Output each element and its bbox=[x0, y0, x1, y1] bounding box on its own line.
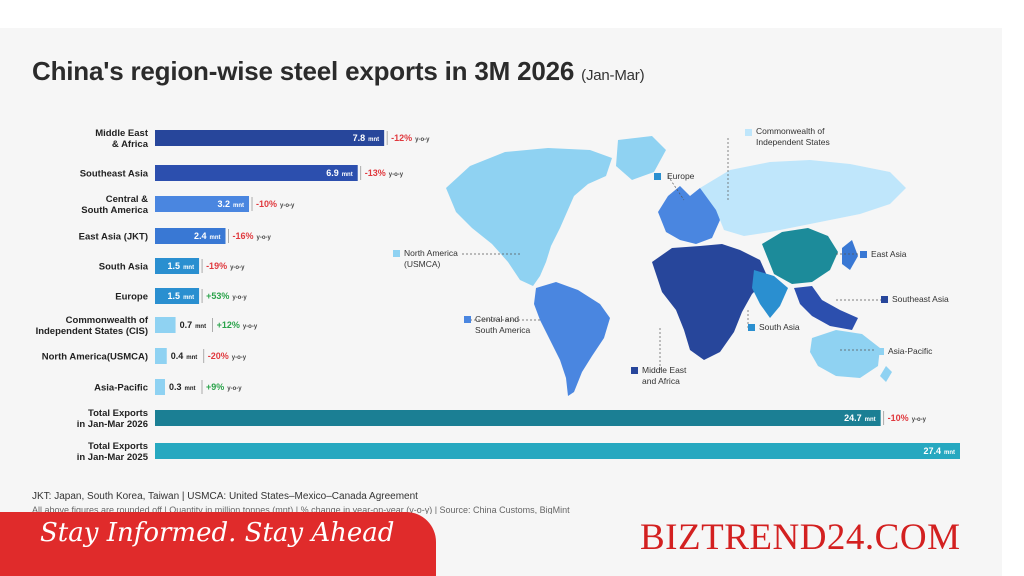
legend-swatch-asia-pacific bbox=[877, 348, 884, 355]
yoy-change: +53% y-o-y bbox=[206, 291, 247, 301]
bar bbox=[155, 443, 960, 459]
bar bbox=[155, 228, 226, 244]
map-south-asia bbox=[752, 270, 788, 318]
value-label: 3.2 mnt bbox=[217, 199, 244, 209]
bar bbox=[155, 288, 200, 304]
value-label: 1.5 mnt bbox=[168, 261, 195, 271]
bar bbox=[155, 317, 176, 333]
legend-swatch-southeast-asia bbox=[881, 296, 888, 303]
category-label: Southeast Asia bbox=[80, 169, 149, 180]
bar-row-asia-pacific: Asia-Pacific 0.3 mnt +9% y-o-y bbox=[94, 379, 242, 395]
map-label-europe: Europe bbox=[667, 171, 695, 181]
value-label: 24.7 mnt bbox=[844, 413, 876, 423]
legend-swatch-cis bbox=[745, 129, 752, 136]
brand-logo: BIZTREND24.COM bbox=[640, 517, 961, 558]
bar-row-east-asia-jkt: East Asia (JKT) 2.4 mnt -16% y-o-y bbox=[79, 228, 272, 244]
bar-row-central-south-america: Central & South America 3.2 mnt -10% y-o-y bbox=[81, 194, 295, 216]
map-australia bbox=[810, 330, 880, 378]
yoy-change: +9% y-o-y bbox=[206, 382, 242, 392]
map-europe bbox=[658, 186, 720, 244]
category-label: Total Exports in Jan-Mar 2025 bbox=[77, 441, 149, 463]
bar-row-middle-east-africa: Middle East & Africa 7.8 mnt -12% y-o-y bbox=[95, 128, 430, 150]
bar-row-europe: Europe 1.5 mnt +53% y-o-y bbox=[115, 288, 247, 304]
footnote-source: All above figures are rounded off | Quan… bbox=[32, 505, 570, 514]
map-label-east-asia: East Asia bbox=[871, 249, 907, 259]
value-label: 0.3 mnt bbox=[169, 382, 196, 392]
value-label: 27.4 mnt bbox=[923, 446, 955, 456]
map-middle-east-africa bbox=[652, 244, 768, 360]
map-label-middle-east-and-africa: Middle East and Africa bbox=[642, 365, 687, 386]
value-label: 1.5 mnt bbox=[168, 291, 195, 301]
map-south-america bbox=[534, 282, 610, 396]
map-label-southeast-asia: Southeast Asia bbox=[892, 294, 949, 304]
title-main: China's region-wise steel exports in 3M … bbox=[32, 56, 575, 86]
yoy-change: +12% y-o-y bbox=[217, 320, 258, 330]
bar-row-southeast-asia: Southeast Asia 6.9 mnt -13% y-o-y bbox=[80, 165, 404, 181]
map-cis bbox=[700, 160, 906, 236]
bar-row-total-exports-in-jan-mar-2025: Total Exports in Jan-Mar 2025 27.4 mnt bbox=[77, 441, 960, 463]
map-label-commonwealth-of-independent-states: Commonwealth of Independent States bbox=[756, 126, 830, 147]
bar-row-south-asia: South Asia 1.5 mnt -19% y-o-y bbox=[99, 258, 245, 274]
bar bbox=[155, 130, 385, 146]
legend-swatch-east-asia bbox=[860, 251, 867, 258]
map-north-america bbox=[446, 148, 612, 286]
map-greenland bbox=[616, 136, 666, 180]
category-label: North America(USMCA) bbox=[42, 352, 148, 363]
value-label: 6.9 mnt bbox=[326, 168, 353, 178]
tagline-banner bbox=[0, 512, 436, 576]
tagline-text: Stay Informed. Stay Ahead bbox=[40, 518, 395, 548]
map-labels: Commonwealth of Independent States Europe N… bbox=[404, 126, 949, 386]
yoy-change: -10% y-o-y bbox=[888, 413, 927, 423]
legend-swatch-middle-east-africa bbox=[631, 367, 638, 374]
map-east-asia bbox=[762, 228, 838, 284]
yoy-change: -20% y-o-y bbox=[208, 351, 247, 361]
top-margin bbox=[0, 0, 1024, 28]
map-new-zealand bbox=[880, 366, 892, 382]
map-southeast-asia bbox=[794, 286, 858, 330]
yoy-change: -19% y-o-y bbox=[206, 261, 245, 271]
legend-swatch-central-south-america bbox=[464, 316, 471, 323]
category-label: Commonwealth of Independent States (CIS) bbox=[36, 315, 149, 337]
yoy-change: -10% y-o-y bbox=[256, 199, 295, 209]
footnote-abbreviations: JKT: Japan, South Korea, Taiwan | USMCA:… bbox=[32, 491, 418, 502]
map-label-north-america-usmca: North America (USMCA) bbox=[404, 248, 458, 269]
value-label: 0.4 mnt bbox=[171, 351, 198, 361]
map-label-asia-pacific: Asia-Pacific bbox=[888, 346, 933, 356]
value-label: 7.8 mnt bbox=[353, 133, 380, 143]
map-japan-korea bbox=[842, 240, 858, 270]
world-map: Commonwealth of Independent States Europe N… bbox=[393, 126, 949, 396]
category-label: Europe bbox=[115, 292, 148, 303]
legend-swatch-south-asia bbox=[748, 324, 755, 331]
map-label-south-asia: South Asia bbox=[759, 322, 800, 332]
category-label: East Asia (JKT) bbox=[79, 232, 148, 243]
bar bbox=[155, 348, 167, 364]
bar-row-commonwealth-of-independent-states-cis: Commonwealth of Independent States (CIS) 0… bbox=[36, 315, 258, 337]
title-period: (Jan-Mar) bbox=[581, 67, 645, 84]
right-margin bbox=[1002, 28, 1024, 576]
chart-title: China's region-wise steel exports in 3M … bbox=[32, 56, 645, 87]
yoy-change: -16% y-o-y bbox=[233, 231, 272, 241]
category-label: South Asia bbox=[99, 262, 149, 273]
bar bbox=[155, 165, 358, 181]
bar-row-total-exports-in-jan-mar-2026: Total Exports in Jan-Mar 2026 24.7 mnt -10% y… bbox=[77, 408, 927, 430]
bar-row-north-america-usmca: North America(USMCA) 0.4 mnt -20% y-o-y bbox=[42, 348, 247, 364]
category-label: Total Exports in Jan-Mar 2026 bbox=[77, 408, 148, 430]
category-label: Asia-Pacific bbox=[94, 383, 148, 394]
yoy-change: -13% y-o-y bbox=[365, 168, 404, 178]
bar bbox=[155, 410, 881, 426]
value-label: 0.7 mnt bbox=[180, 320, 207, 330]
category-label: Middle East & Africa bbox=[95, 128, 149, 150]
yoy-change: -12% y-o-y bbox=[391, 133, 430, 143]
bar-chart: Middle East & Africa 7.8 mnt -12% y-o-y Southe… bbox=[36, 128, 960, 463]
bar bbox=[155, 258, 200, 274]
category-label: Central & South America bbox=[81, 194, 148, 216]
legend-swatch-europe bbox=[654, 173, 661, 180]
map-label-central-and-south-america: Central and South America bbox=[475, 314, 531, 335]
bar bbox=[155, 196, 250, 212]
value-label: 2.4 mnt bbox=[194, 231, 221, 241]
legend-swatch-north-america bbox=[393, 250, 400, 257]
bar bbox=[155, 379, 165, 395]
